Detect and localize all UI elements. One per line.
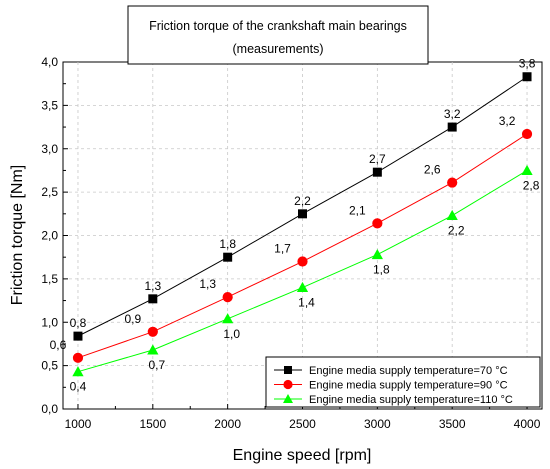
y-tick-label: 4,0 [41,55,58,69]
x-tick-label: 4000 [514,417,541,431]
data-label: 0,4 [70,380,87,394]
data-label: 2,1 [349,203,366,217]
data-point-square [447,122,457,132]
y-tick-label: 1,5 [41,272,58,286]
data-label: 1,4 [298,296,315,310]
data-label: 2,2 [294,194,311,208]
y-tick-label: 3,5 [41,98,58,112]
x-tick-label: 2500 [289,417,316,431]
data-point-circle [372,218,383,229]
data-label: 1,7 [274,242,291,256]
data-point-square [298,209,307,219]
x-tick-label: 1000 [65,417,92,431]
data-label: 1,3 [144,279,161,293]
data-label: 1,8 [373,263,390,277]
legend: Engine media supply temperature=70 °C Eng… [265,356,541,408]
data-point-square [284,366,292,374]
data-point-triangle [371,248,383,260]
data-label: 0,6 [50,338,67,352]
data-point-circle [521,128,533,140]
data-point-triangle [283,394,293,403]
data-point-triangle [296,281,309,293]
data-point-circle [283,379,293,390]
data-label: 2,7 [369,152,386,166]
y-tick-label: 2,5 [41,185,58,199]
x-tick-label: 3500 [439,417,466,431]
legend-entry: Engine media supply temperature=90 °C [309,380,508,392]
data-point-circle [72,352,84,363]
data-point-circle [147,326,158,337]
data-point-circle [447,177,458,188]
data-label: 0,9 [124,312,141,326]
data-point-triangle [147,344,159,355]
x-tick-label: 3000 [364,417,391,431]
data-labels: 0,8 1,3 1,8 2,2 2,7 3,2 3,8 0,6 0,9 1,3 1,7 2,1 2,6 3… [50,57,540,394]
axis-ticks: 0,0 0,5 1,0 1,5 2,0 2,5 3,0 3,5 4,0 1000 1500 2000 2… [41,55,540,431]
data-point-square [73,331,83,341]
data-label: 3,2 [499,114,516,128]
data-point-triangle [446,209,458,221]
data-point-square [522,72,532,82]
legend-entry: Engine media supply temperature=110 °C [309,394,513,406]
x-axis-label: Engine speed [rpm] [233,447,372,464]
y-tick-label: 2,0 [41,229,58,243]
y-tick-label: 3,0 [41,142,58,156]
x-tick-label: 1500 [139,417,166,431]
data-point-circle [222,291,233,303]
y-tick-label: 0,5 [41,359,58,373]
chart-subtitle: (measurements) [233,42,324,56]
data-label: 0,8 [70,316,87,330]
data-point-square [148,294,158,304]
data-label: 3,8 [519,57,536,71]
data-label: 0,7 [148,358,165,372]
legend-entry: Engine media supply temperature=70 °C [309,365,508,377]
data-label: 2,2 [448,224,465,238]
y-tick-label: 1,0 [41,315,58,329]
data-label: 1,3 [199,277,216,291]
y-tick-label: 0,0 [41,402,58,416]
data-label: 2,6 [424,163,441,177]
data-point-square [223,252,233,262]
y-axis-label: Friction torque [Nm] [9,165,26,305]
data-point-triangle [521,164,533,175]
data-label: 3,2 [444,107,461,121]
chart-title-box: Friction torque of the crankshaft main b… [127,5,429,65]
data-label: 1,0 [223,327,240,341]
data-point-triangle [72,366,84,377]
data-label: 1,8 [219,237,236,251]
data-point-circle [297,256,308,267]
chart-title: Friction torque of the crankshaft main b… [149,19,407,33]
series-layer [72,72,533,377]
x-tick-label: 2000 [214,417,241,431]
data-point-square [372,167,382,177]
data-label: 2,8 [523,178,540,192]
grid-lines [63,62,542,409]
data-point-triangle [222,313,234,324]
